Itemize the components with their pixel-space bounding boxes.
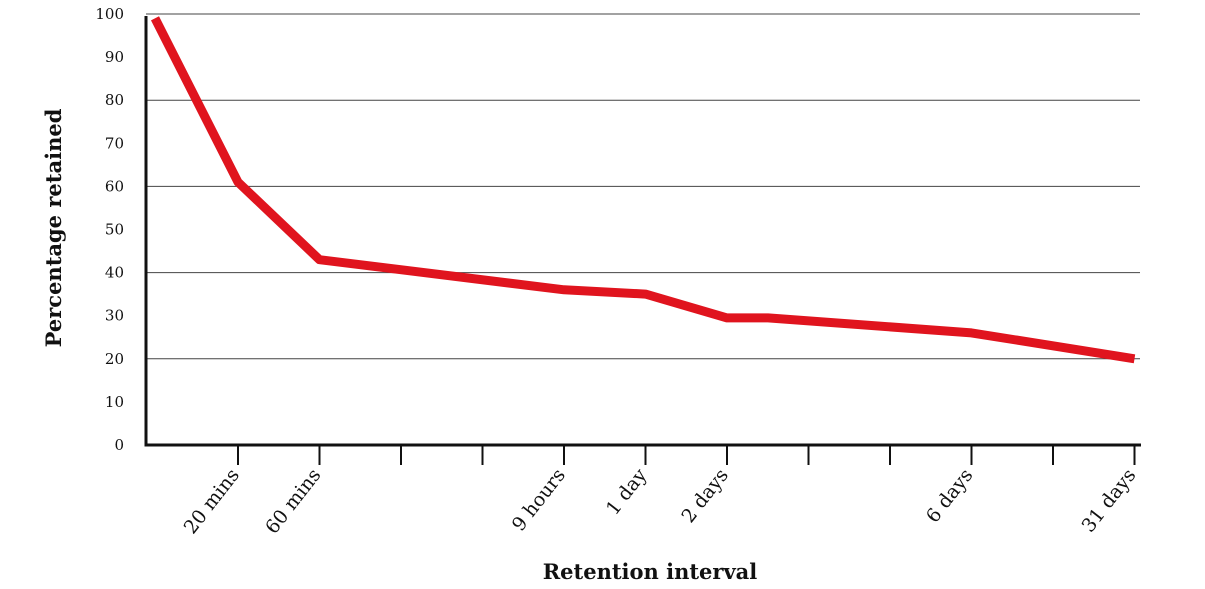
y-tick-label: 60 — [105, 177, 124, 195]
y-tick-label: 0 — [114, 436, 124, 454]
x-tick-label: 31 days — [1077, 465, 1140, 537]
y-tick-label: 10 — [105, 393, 124, 411]
y-tick-label: 30 — [105, 307, 124, 325]
y-tick-label: 40 — [105, 264, 124, 282]
x-axis-title: Retention interval — [543, 559, 758, 584]
y-tick-label: 80 — [105, 91, 124, 109]
x-tick-label: 9 hours — [508, 465, 570, 536]
y-tick-label: 90 — [105, 48, 124, 66]
y-tick-label: 70 — [105, 134, 124, 152]
y-tick-label: 50 — [105, 221, 124, 239]
gridlines — [146, 13, 1140, 360]
x-ticks: 20 mins 60 mins 9 hours 1 day 2 days 6 days 31… — [180, 445, 1140, 539]
x-tick-label: 20 mins — [180, 465, 244, 539]
y-tick-label: 100 — [95, 5, 124, 23]
x-tick-label: 6 days — [922, 465, 978, 527]
y-axis-title: Percentage retained — [41, 108, 66, 347]
axes — [144, 16, 1141, 447]
x-tick-label: 2 days — [677, 465, 733, 527]
y-tick-labels: 0 10 20 30 40 50 60 70 80 90 100 — [95, 5, 124, 454]
x-tick-label: 1 day — [602, 464, 652, 519]
retention-series-line — [150, 16, 1136, 364]
x-tick-label: 60 mins — [261, 465, 325, 539]
y-tick-label: 20 — [105, 350, 124, 368]
